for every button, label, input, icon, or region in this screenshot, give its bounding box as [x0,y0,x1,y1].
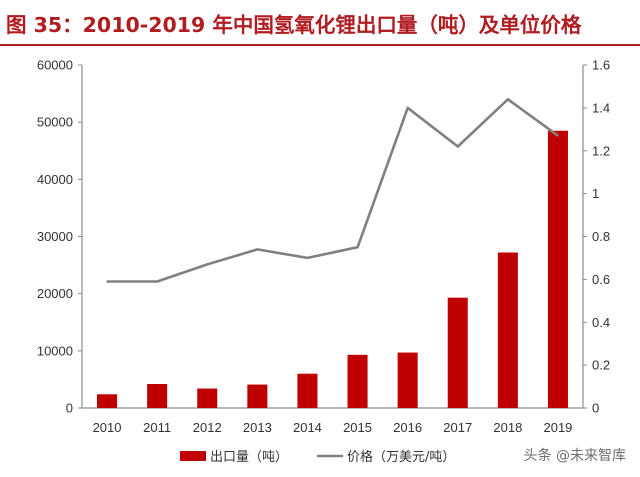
left-axis-ticks: 0 10000 20000 30000 40000 50000 60000 [37,58,82,416]
legend-bar-label: 出口量（吨） [210,450,288,465]
right-tick-label: 0.6 [592,272,610,287]
line-point [456,145,459,148]
bar [447,297,468,408]
title-rule [0,44,640,46]
left-tick-label: 40000 [37,172,73,187]
legend: 出口量（吨） 价格（万美元/吨） [180,449,455,465]
left-tick-label: 0 [66,401,73,416]
line-point [406,107,409,109]
right-tick-label: 1 [592,186,599,201]
bar [147,383,168,408]
bar [497,252,518,408]
right-tick-label: 0 [592,401,599,416]
line-point [557,134,559,137]
legend-bar-swatch [180,451,206,461]
x-tick-label: 2014 [293,420,322,435]
x-tick-label: 2016 [393,420,422,435]
bar-series [97,130,568,408]
x-tick-label: 2017 [443,420,472,435]
bar [347,354,368,408]
watermark: 头条 @未来智库 [523,448,626,464]
x-axis-ticks: 2010 2011 2012 2013 2014 2015 2016 2017 2018 2019 [93,420,573,435]
bar [297,373,318,408]
line-point [507,98,509,101]
bar [247,384,268,408]
line-point [356,246,359,249]
line-series [106,98,559,283]
right-tick-label: 1.6 [592,58,610,73]
bar [547,130,568,408]
bar [397,352,418,408]
chart-title: 图 35：2010-2019 年中国氢氧化锂出口量（吨）及单位价格 [6,13,582,37]
x-tick-label: 2019 [543,420,572,435]
left-tick-label: 20000 [37,286,73,301]
line-point [106,280,108,283]
right-tick-label: 0.8 [592,229,610,244]
bar [197,388,218,408]
left-tick-label: 60000 [37,58,73,73]
line-point [256,248,259,251]
left-tick-label: 30000 [37,229,73,244]
right-tick-label: 1.2 [592,143,610,158]
line-point [306,257,309,259]
legend-line-label: 价格（万美元/吨） [347,449,455,465]
right-tick-label: 1.4 [592,100,610,115]
bar [97,394,118,408]
x-tick-label: 2012 [193,420,222,435]
line-point [156,280,158,283]
right-tick-label: 0.4 [592,315,610,330]
right-tick-label: 0.2 [592,358,610,373]
price-line [107,98,559,283]
x-tick-label: 2018 [493,420,522,435]
left-tick-label: 10000 [37,343,73,358]
right-axis-ticks: 0 0.2 0.4 0.6 0.8 1 1.2 1.4 1.6 [583,58,610,416]
x-tick-label: 2013 [243,420,272,435]
x-tick-label: 2010 [93,420,122,435]
x-tick-label: 2011 [143,420,171,435]
line-point [206,263,209,266]
left-tick-label: 50000 [37,115,73,130]
x-tick-label: 2015 [343,420,372,435]
